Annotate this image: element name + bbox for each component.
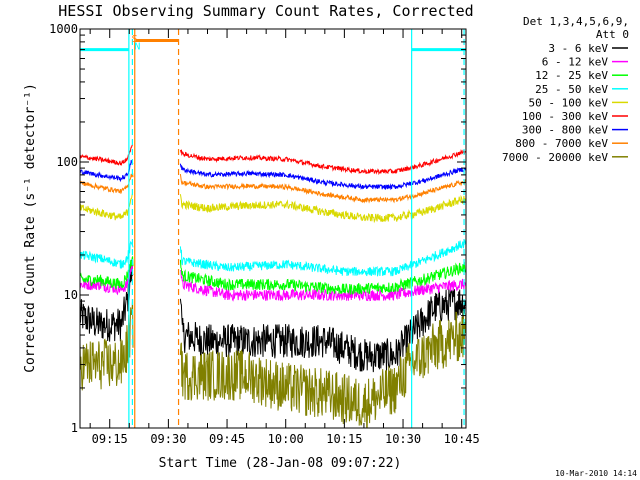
series-line-4 xyxy=(80,192,466,224)
legend-entry-label: 300 - 800 keV xyxy=(522,124,608,137)
series-line-5 xyxy=(80,144,466,176)
annotation-label-1: N xyxy=(134,42,140,53)
legend-entry-label: 12 - 25 keV xyxy=(535,69,608,82)
x-tick-label: 10:15 xyxy=(326,432,362,446)
legend-entry-label: 25 - 50 keV xyxy=(535,83,608,96)
overlay-layer: SN xyxy=(80,29,466,428)
x-tick-label: 09:45 xyxy=(209,432,245,446)
legend-entry-label: 7000 - 20000 keV xyxy=(502,151,608,164)
series-line-8 xyxy=(80,298,466,428)
series-line-3 xyxy=(80,239,466,277)
x-axis-label: Start Time (28-Jan-08 09:07:22) xyxy=(159,456,402,471)
x-tick-label: 10:45 xyxy=(444,432,480,446)
y-axis-label: Corrected Count Rate (s⁻¹ detector⁻¹) xyxy=(23,83,38,373)
x-tick-label: 09:15 xyxy=(92,432,128,446)
legend-entry-label: 50 - 100 keV xyxy=(529,96,609,109)
series-line-1 xyxy=(80,263,466,302)
legend-entry-label: 6 - 12 keV xyxy=(542,56,609,69)
legend-title-line-1: Det 1,3,4,5,6,9, xyxy=(523,15,629,28)
x-tick-label: 09:30 xyxy=(150,432,186,446)
legend-entry-label: 3 - 6 keV xyxy=(548,42,608,55)
x-tick-label: 10:00 xyxy=(268,432,304,446)
series-line-2 xyxy=(80,256,466,295)
annotation-label-0: S xyxy=(132,34,138,45)
y-tick-label: 1 xyxy=(71,421,78,435)
y-tick-label: 10 xyxy=(64,288,78,302)
legend-entry-label: 800 - 7000 keV xyxy=(515,137,608,150)
y-tick-label: 1000 xyxy=(49,22,78,36)
legend-entry-label: 100 - 300 keV xyxy=(522,110,608,123)
axes-layer: 1 10 100 1000 09:15 09:30 09:45 10:00 10:15 10:30… xyxy=(49,22,480,446)
y-tick-label: 100 xyxy=(56,155,78,169)
series-line-0 xyxy=(80,259,466,373)
footer-date: 10-Mar-2010 14:14 xyxy=(555,469,637,478)
series-line-7 xyxy=(80,172,466,204)
x-tick-label: 10:30 xyxy=(385,432,421,446)
legend-title-line-2: Att 0 xyxy=(596,28,629,41)
chart-title: HESSI Observing Summary Count Rates, Cor… xyxy=(58,2,473,20)
series-line-6 xyxy=(80,160,466,191)
plot-frame xyxy=(79,28,467,429)
data-layer xyxy=(80,144,466,428)
